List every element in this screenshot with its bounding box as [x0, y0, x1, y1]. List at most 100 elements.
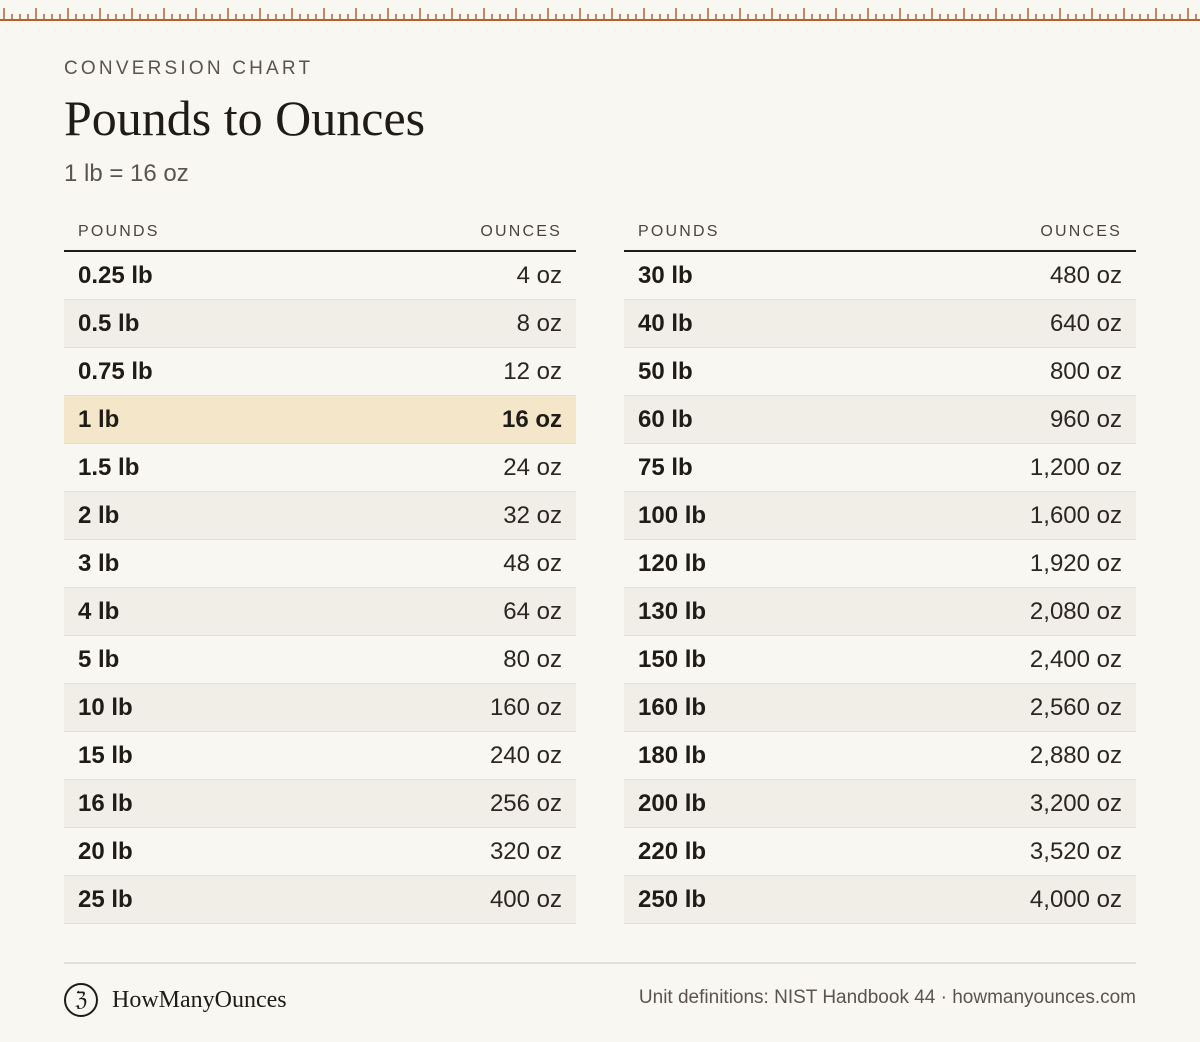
pounds-value: 120 lb [638, 549, 707, 577]
column-header-pounds: POUNDS [638, 223, 720, 240]
ounces-value: 4 oz [516, 261, 562, 289]
table-row: 180 lb 2,880 oz [624, 732, 1136, 780]
table-row: 0.25 lb 4 oz [64, 252, 576, 300]
ounces-value: 8 oz [516, 309, 562, 337]
table-header: POUNDS OUNCES [64, 214, 576, 252]
pounds-value: 180 lb [638, 741, 707, 769]
pounds-value: 40 lb [638, 309, 693, 337]
ounces-value: 2,400 oz [1029, 645, 1122, 673]
table-row: 0.5 lb 8 oz [64, 300, 576, 348]
pounds-value: 160 lb [638, 693, 707, 721]
pounds-value: 200 lb [638, 789, 707, 817]
column-header-pounds: POUNDS [78, 223, 160, 240]
conversion-formula: 1 lb = 16 oz [64, 160, 189, 187]
ounces-value: 480 oz [1049, 261, 1122, 289]
table-row: 120 lb 1,920 oz [624, 540, 1136, 588]
ounces-value: 800 oz [1049, 357, 1122, 385]
ounces-value: 4,000 oz [1029, 885, 1122, 913]
ounces-value: 32 oz [503, 501, 562, 529]
ruler-ticks-icon [0, 8, 1200, 21]
table-row: 220 lb 3,520 oz [624, 828, 1136, 876]
table-row: 25 lb 400 oz [64, 876, 576, 924]
table-row: 5 lb 80 oz [64, 636, 576, 684]
pounds-value: 75 lb [638, 453, 693, 481]
pounds-value: 20 lb [78, 837, 133, 865]
table-row: 130 lb 2,080 oz [624, 588, 1136, 636]
ounces-value: 3,520 oz [1029, 837, 1122, 865]
table-row: 1.5 lb 24 oz [64, 444, 576, 492]
pounds-value: 16 lb [78, 789, 133, 817]
ounces-value: 2,560 oz [1029, 693, 1122, 721]
pounds-value: 250 lb [638, 885, 707, 913]
page-title: Pounds to Ounces [64, 90, 426, 146]
brand-name: HowManyOunces [112, 986, 287, 1013]
pounds-value: 25 lb [78, 885, 133, 913]
ounces-value: 80 oz [503, 645, 562, 673]
pounds-value: 10 lb [78, 693, 133, 721]
pounds-value: 100 lb [638, 501, 707, 529]
ounces-value: 3,200 oz [1029, 789, 1122, 817]
ounces-value: 24 oz [503, 453, 562, 481]
column-header-ounces: OUNCES [1040, 223, 1122, 240]
pounds-value: 150 lb [638, 645, 707, 673]
table-row: 30 lb 480 oz [624, 252, 1136, 300]
table-row: 75 lb 1,200 oz [624, 444, 1136, 492]
ounces-value: 1,600 oz [1029, 501, 1122, 529]
source-credit: Unit definitions: NIST Handbook 44 · how… [638, 987, 1136, 1008]
table-body: 0.25 lb 4 oz 0.5 lb 8 oz 0.75 lb 12 oz 1 lb… [64, 252, 576, 924]
pounds-value: 0.75 lb [78, 357, 153, 385]
ounces-value: 240 oz [489, 741, 562, 769]
pounds-value: 5 lb [78, 645, 120, 673]
table-row: 15 lb 240 oz [64, 732, 576, 780]
table-row: 10 lb 160 oz [64, 684, 576, 732]
table-row: 50 lb 800 oz [624, 348, 1136, 396]
conversion-table-left: POUNDS OUNCES 0.25 lb 4 oz 0.5 lb 8 oz 0.7… [64, 214, 576, 924]
ounces-value: 160 oz [489, 693, 562, 721]
table-row: 0.75 lb 12 oz [64, 348, 576, 396]
table-row: 20 lb 320 oz [64, 828, 576, 876]
ounces-value: 320 oz [489, 837, 562, 865]
ounces-value: 16 oz [501, 405, 562, 433]
ounces-value: 1,920 oz [1029, 549, 1122, 577]
table-header: POUNDS OUNCES [624, 214, 1136, 252]
table-row: 3 lb 48 oz [64, 540, 576, 588]
table-row: 60 lb 960 oz [624, 396, 1136, 444]
table-row: 200 lb 3,200 oz [624, 780, 1136, 828]
table-row: 150 lb 2,400 oz [624, 636, 1136, 684]
column-header-ounces: OUNCES [480, 223, 562, 240]
pounds-value: 50 lb [638, 357, 693, 385]
pounds-value: 30 lb [638, 261, 693, 289]
ounces-value: 64 oz [503, 597, 562, 625]
pounds-value: 220 lb [638, 837, 707, 865]
table-body: 30 lb 480 oz 40 lb 640 oz 50 lb 800 oz 60 l… [624, 252, 1136, 924]
pounds-value: 1 lb [78, 405, 120, 433]
ounces-value: 960 oz [1049, 405, 1122, 433]
ounces-value: 1,200 oz [1029, 453, 1122, 481]
pounds-value: 4 lb [78, 597, 120, 625]
table-row-highlighted: 1 lb 16 oz [64, 396, 576, 444]
brand-link[interactable]: ℨ HowManyOunces [64, 983, 287, 1017]
table-row: 250 lb 4,000 oz [624, 876, 1136, 924]
table-row: 4 lb 64 oz [64, 588, 576, 636]
pounds-value: 15 lb [78, 741, 133, 769]
table-row: 160 lb 2,560 oz [624, 684, 1136, 732]
pounds-value: 1.5 lb [78, 453, 140, 481]
table-row: 100 lb 1,600 oz [624, 492, 1136, 540]
ounces-value: 2,080 oz [1029, 597, 1122, 625]
eyebrow-label: CONVERSION CHART [64, 58, 314, 79]
pounds-value: 3 lb [78, 549, 120, 577]
pounds-value: 2 lb [78, 501, 120, 529]
table-row: 2 lb 32 oz [64, 492, 576, 540]
pounds-value: 130 lb [638, 597, 707, 625]
ounces-value: 48 oz [503, 549, 562, 577]
pounds-value: 0.5 lb [78, 309, 140, 337]
table-row: 40 lb 640 oz [624, 300, 1136, 348]
conversion-table-right: POUNDS OUNCES 30 lb 480 oz 40 lb 640 oz 50… [624, 214, 1136, 924]
pounds-value: 60 lb [638, 405, 693, 433]
ounces-value: 640 oz [1049, 309, 1122, 337]
ounces-value: 2,880 oz [1029, 741, 1122, 769]
ounces-value: 256 oz [489, 789, 562, 817]
table-row: 16 lb 256 oz [64, 780, 576, 828]
footer-divider [64, 962, 1136, 964]
pounds-value: 0.25 lb [78, 261, 153, 289]
